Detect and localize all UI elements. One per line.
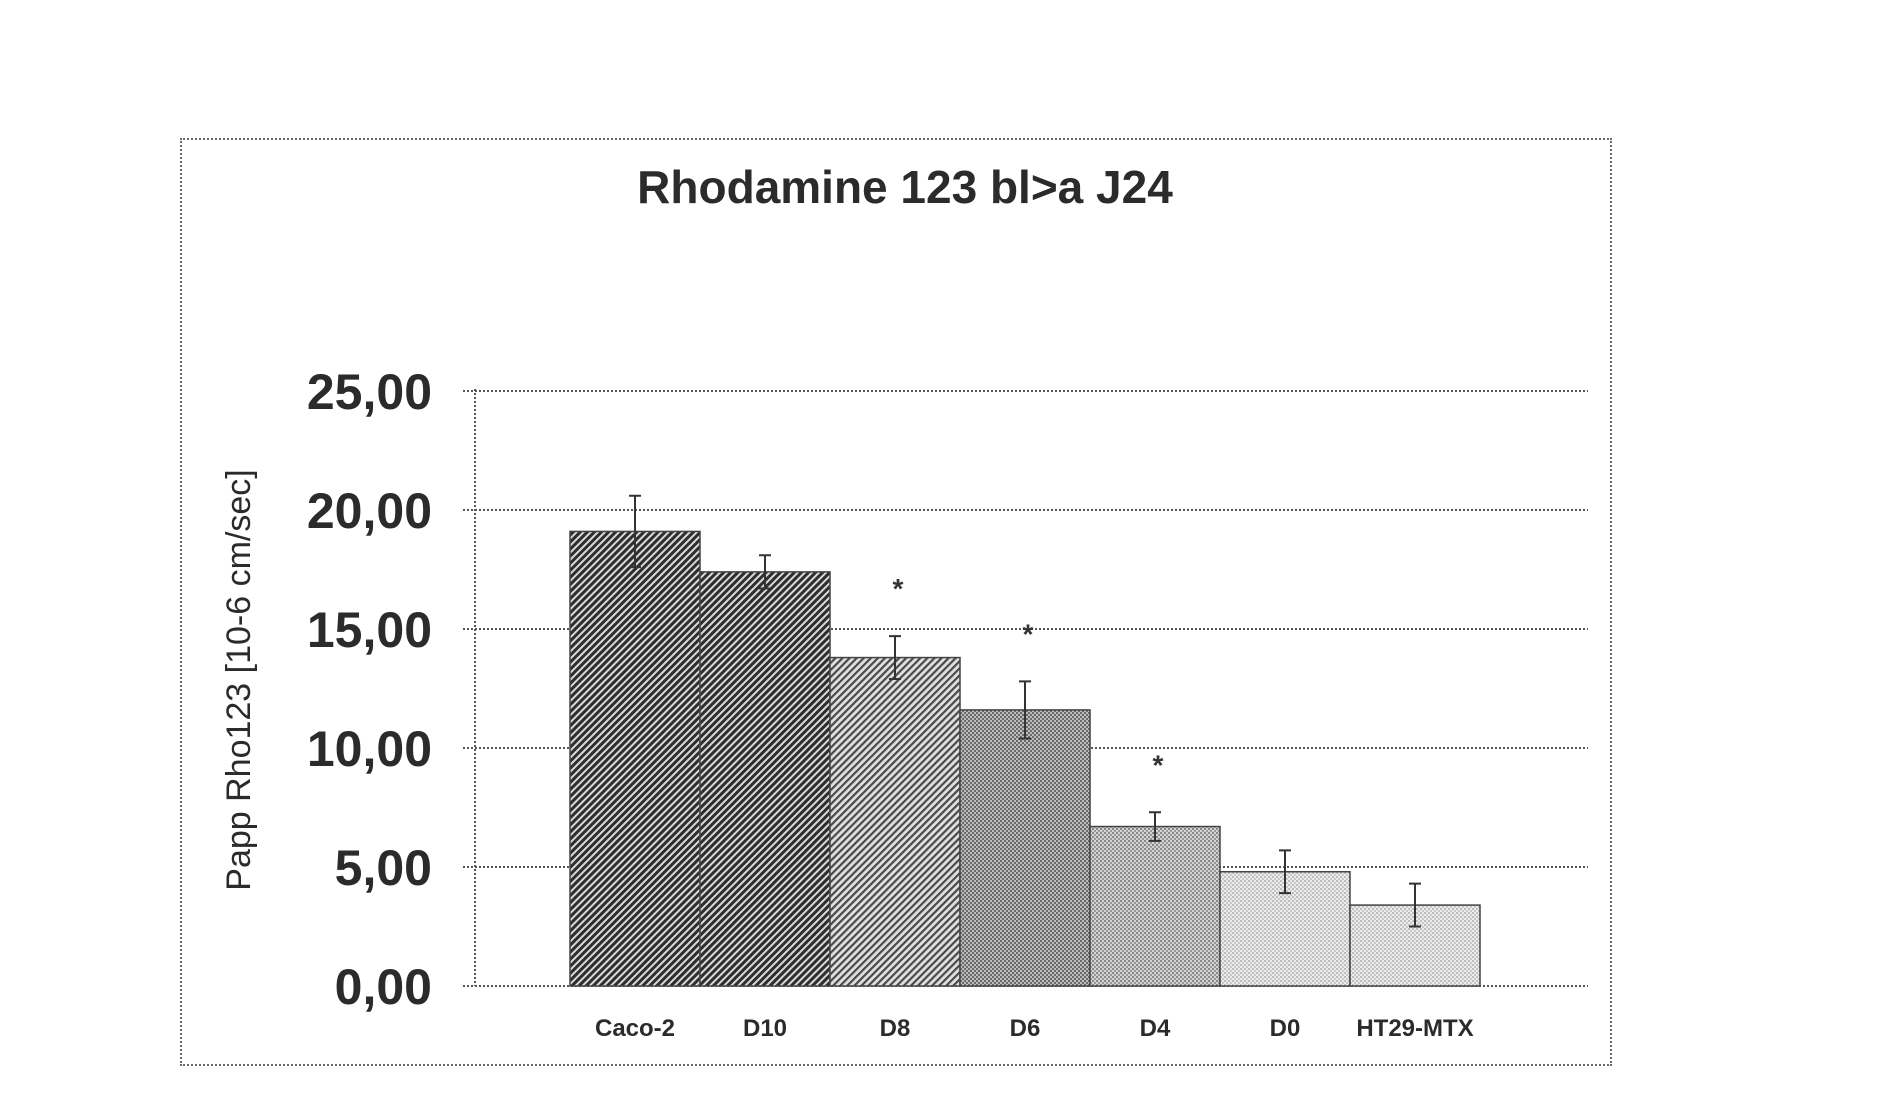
y-tick-label: 25,00 [307, 364, 432, 420]
significance-star: * [893, 573, 904, 604]
y-tick-label: 0,00 [335, 959, 432, 1015]
bar [569, 530, 701, 987]
y-tick-labels: 0,00 5,00 10,00 15,00 20,00 25,00 [307, 364, 432, 1015]
error-bar [1019, 680, 1031, 740]
error-bar [1409, 882, 1421, 928]
bar [959, 709, 1091, 987]
x-tick-label: D6 [1010, 1015, 1041, 1042]
bar [699, 571, 831, 987]
error-bar [1279, 849, 1291, 895]
error-bar [889, 635, 901, 680]
y-tick-label: 20,00 [307, 483, 432, 539]
x-tick-label: D0 [1270, 1015, 1301, 1042]
x-tick-label: D8 [880, 1015, 911, 1042]
chart-frame [180, 138, 1612, 1066]
error-bar [629, 494, 641, 569]
chart-title: Rhodamine 123 bl>a J24 [637, 161, 1173, 213]
y-tick-label: 5,00 [335, 840, 432, 896]
error-bar [1149, 811, 1161, 842]
error-bars [629, 494, 1421, 928]
x-tick-label: D4 [1140, 1015, 1171, 1042]
x-tick-label: D10 [743, 1015, 787, 1042]
error-bar [759, 554, 771, 590]
y-tick-label: 15,00 [307, 602, 432, 658]
significance-star: * [1153, 749, 1164, 780]
x-tick-label: HT29-MTX [1356, 1015, 1473, 1042]
bar [829, 656, 961, 987]
y-axis-label: Papp Rho123 [10-6 cm/sec] [220, 469, 258, 890]
x-tick-labels: Caco-2 D10 D8 D6 D4 D0 HT29-MTX [595, 1015, 1474, 1042]
bars [569, 530, 1481, 987]
significance-markers: * * * [893, 573, 1164, 780]
y-tick-label: 10,00 [307, 721, 432, 777]
bar [1089, 825, 1221, 987]
significance-star: * [1023, 618, 1034, 649]
x-tick-label: Caco-2 [595, 1015, 675, 1042]
